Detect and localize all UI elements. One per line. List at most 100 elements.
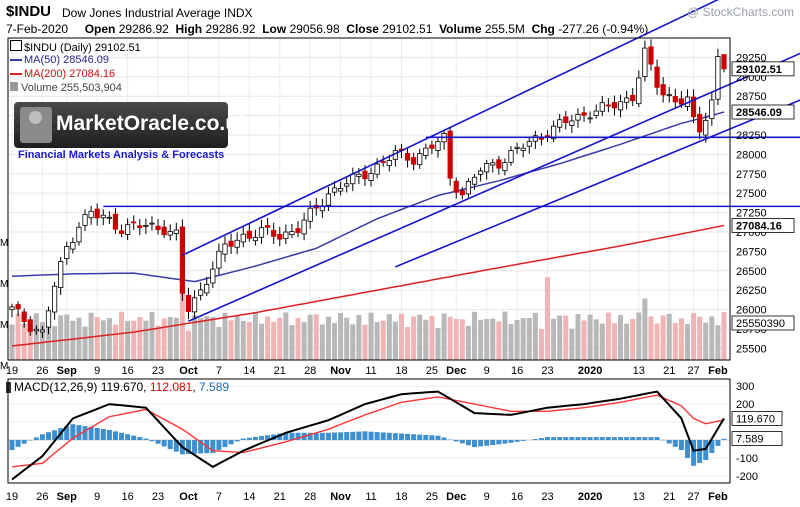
ma200-path: [11, 224, 725, 347]
volume-bar: [697, 316, 703, 360]
macd-histogram-bar: [106, 429, 112, 440]
candle-body: [331, 187, 338, 193]
candle-body: [703, 120, 709, 136]
macd-panel-frame: [7, 378, 731, 484]
volume-bar: [332, 322, 338, 360]
volume-bar: [52, 326, 58, 360]
date-label: 21: [663, 365, 675, 377]
date-label: 16: [121, 365, 133, 377]
volume-bar: [660, 315, 666, 360]
candle-body: [301, 219, 307, 235]
candle-body: [131, 221, 137, 224]
volume-bar: [125, 320, 131, 360]
price-tick-label: 29250: [736, 52, 767, 64]
volume-bar: [301, 322, 307, 360]
volume-bar: [630, 319, 636, 360]
volume-bar: [179, 277, 185, 360]
macd-histogram-bar: [155, 439, 161, 444]
volume-bar: [252, 311, 258, 360]
candle-body: [581, 112, 587, 116]
volume-bar: [545, 277, 551, 360]
candle-body: [228, 240, 234, 247]
date-label: 18: [395, 491, 407, 503]
channel-line: [395, 99, 800, 268]
candle-body: [404, 153, 411, 161]
date-label: 2020: [578, 365, 602, 377]
candle-body: [715, 56, 721, 100]
macd-histogram-bar: [246, 437, 252, 440]
volume-bar: [143, 320, 149, 360]
macd-histogram-bar: [605, 437, 611, 440]
macd-histogram-bar: [210, 439, 216, 453]
candle-body: [325, 193, 332, 206]
macd-histogram-bar: [423, 434, 429, 440]
symbol: $INDU: [6, 3, 52, 20]
candle-body: [258, 227, 265, 238]
candle-body: [435, 141, 441, 151]
macd-histogram-bar: [672, 439, 678, 447]
candle-body: [240, 233, 246, 243]
candle-body: [70, 242, 76, 250]
volume-bar: [64, 314, 70, 360]
volume-bar: [684, 324, 690, 360]
candle-body: [356, 173, 362, 177]
volume-bar: [374, 322, 380, 360]
macd-histogram-bar: [350, 431, 356, 440]
macd-histogram-bar: [100, 428, 106, 440]
volume-bar: [526, 317, 532, 360]
macd-histogram-bar: [557, 437, 563, 440]
date-label: 16: [121, 491, 133, 503]
volume-bar: [167, 316, 173, 360]
marketoracle-logo: MarketOracle.co.uk: [14, 102, 250, 148]
candle-body: [721, 54, 727, 70]
candle-body: [484, 163, 490, 173]
candle-body: [666, 94, 672, 97]
date-label: Sep: [57, 491, 77, 503]
candle-body: [167, 231, 173, 236]
candle-body: [362, 170, 368, 180]
macd-tick-label: -200: [736, 471, 758, 483]
macd-histogram-bar: [70, 424, 76, 440]
date-label: 25: [426, 491, 438, 503]
macd-histogram-bar: [52, 430, 58, 440]
date-label: Nov: [330, 491, 352, 503]
volume-bar: [411, 316, 417, 360]
date-label: Feb: [708, 365, 728, 377]
volume-axis-label: M: [0, 279, 8, 290]
macd-histogram-bar: [484, 439, 490, 446]
candle-body: [374, 163, 380, 175]
macd-histogram-bar: [411, 434, 417, 440]
macd-histogram-bar: [465, 439, 471, 446]
candle-body: [9, 306, 15, 310]
candle-body: [709, 99, 715, 120]
candle-body: [660, 84, 666, 96]
macd-histogram-bar: [599, 437, 605, 440]
candle-body: [672, 96, 678, 103]
macd-tick-label: 200: [736, 399, 754, 411]
candle-body: [118, 230, 125, 234]
volume-bar: [691, 313, 697, 360]
volume-bar: [216, 327, 222, 360]
candle-body: [210, 268, 216, 284]
candle-body: [520, 147, 526, 151]
candle-body: [106, 216, 112, 219]
macd-tick-label: 300: [736, 381, 754, 393]
macd-histogram-bar: [112, 431, 118, 440]
macd-histogram-bar: [240, 438, 246, 440]
date-label: 13: [633, 365, 645, 377]
volume-bar: [307, 314, 313, 360]
date-label: 9: [94, 365, 100, 377]
volume-bar: [198, 318, 204, 360]
date-label: 25: [426, 365, 438, 377]
macd-histogram-bar: [684, 439, 690, 458]
date-axis-upper: 19 26 Sep 9 16 23 Oct 7 14 21 28 Nov 11 18 25 Dec 9 16 23 2…: [6, 365, 728, 377]
volume-bar: [265, 316, 271, 360]
volume-bar: [666, 313, 672, 360]
candle-body: [636, 77, 642, 105]
volume-bar: [289, 325, 295, 360]
volume-bar: [654, 323, 660, 360]
macd-histogram-bar: [289, 432, 295, 440]
panel-frames: M M M M: [0, 37, 731, 484]
volume-bar: [642, 298, 648, 360]
macd-histogram-bar: [508, 439, 514, 443]
